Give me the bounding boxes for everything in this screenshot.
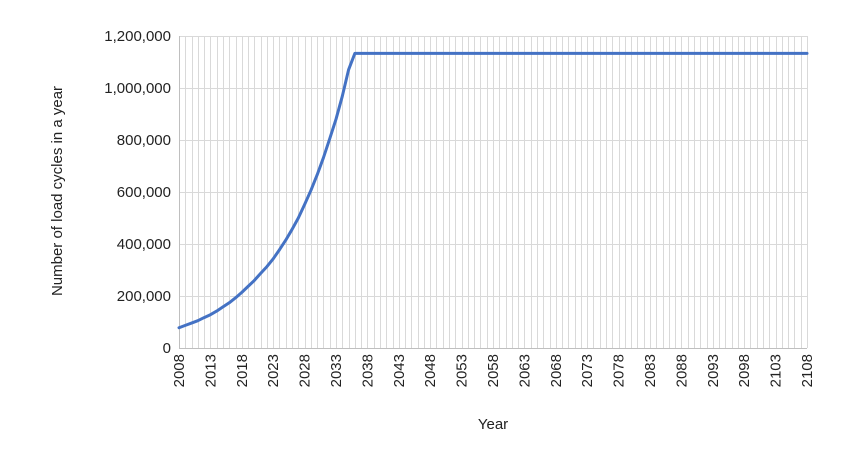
x-tick-label: 2033 (328, 354, 345, 387)
grid (179, 36, 808, 348)
x-tick-label: 2053 (454, 354, 471, 387)
x-tick-label: 2093 (705, 354, 722, 387)
x-tick-label: 2023 (265, 354, 282, 387)
x-tick-label: 2078 (611, 354, 628, 387)
axes (179, 36, 807, 349)
x-tick-label: 2028 (297, 354, 314, 387)
x-tick-label: 2083 (642, 354, 659, 387)
y-tick-label: 1,200,000 (104, 28, 171, 45)
y-tick-label: 800,000 (117, 132, 171, 149)
x-tick-label: 2048 (422, 354, 439, 387)
y-tick-label: 0 (163, 340, 171, 357)
x-tick-label: 2108 (799, 354, 816, 387)
x-tick-label: 2068 (548, 354, 565, 387)
x-axis-title: Year (478, 416, 508, 433)
x-tick-label: 2073 (579, 354, 596, 387)
x-tick-label: 2063 (516, 354, 533, 387)
series-line (177, 51, 809, 330)
x-tick-label: 2018 (234, 354, 251, 387)
x-tick-label: 2058 (485, 354, 502, 387)
x-tick-label: 2008 (171, 354, 188, 387)
x-tick-label: 2043 (391, 354, 408, 387)
y-axis-title: Number of load cycles in a year (49, 86, 66, 296)
series-layer (177, 51, 809, 330)
x-tick-label: 2013 (202, 354, 219, 387)
y-tick-label: 1,000,000 (104, 80, 171, 97)
tick-labels: 0 200,000 400,000 600,000 800,000 1,000,000 1,… (104, 28, 816, 387)
x-tick-label: 2103 (768, 354, 785, 387)
y-tick-label: 400,000 (117, 236, 171, 253)
x-tick-label: 2098 (736, 354, 753, 387)
y-tick-label: 200,000 (117, 288, 171, 305)
y-tick-label: 600,000 (117, 184, 171, 201)
x-tick-label: 2038 (359, 354, 376, 387)
x-tick-label: 2088 (673, 354, 690, 387)
